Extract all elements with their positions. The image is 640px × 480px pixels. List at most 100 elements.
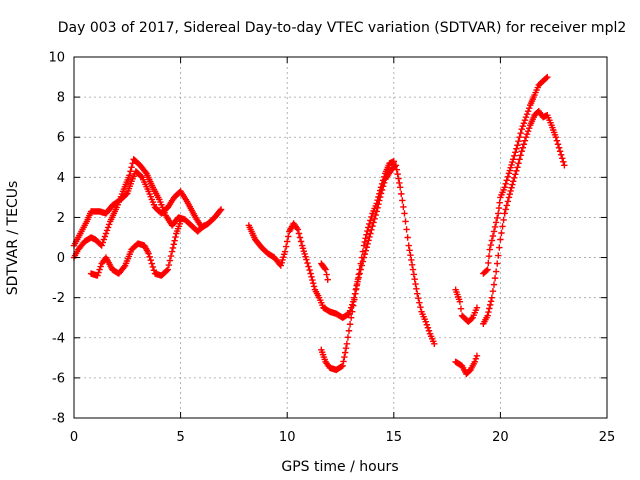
data-point-marker <box>172 233 179 241</box>
data-point-marker <box>486 246 493 253</box>
series-trace-9 <box>480 73 551 277</box>
data-point-marker <box>376 187 384 194</box>
data-point-marker <box>509 181 516 188</box>
data-point-marker <box>525 124 533 132</box>
data-point-marker <box>307 270 314 277</box>
data-point-marker <box>490 228 498 235</box>
data-point-marker <box>352 290 359 297</box>
data-point-marker <box>425 327 433 334</box>
data-point-marker <box>170 241 177 248</box>
data-point-marker <box>340 358 347 365</box>
data-point-marker <box>366 220 373 228</box>
data-point-marker <box>310 283 318 290</box>
data-point-marker <box>306 266 313 274</box>
data-point-marker <box>491 223 499 231</box>
data-point-marker <box>150 267 158 274</box>
data-point-marker <box>147 257 154 264</box>
data-point-marker <box>395 175 402 182</box>
data-point-marker <box>524 107 532 115</box>
x-tick-label: 25 <box>599 430 616 445</box>
data-point-marker <box>553 137 561 144</box>
data-point-marker <box>164 266 172 273</box>
data-point-marker <box>95 269 102 276</box>
data-point-marker <box>167 252 175 260</box>
data-point-marker <box>494 260 501 267</box>
data-point-marker <box>309 276 316 284</box>
data-point-marker <box>142 168 149 176</box>
series-trace-8 <box>452 352 481 378</box>
data-point-marker <box>543 74 550 82</box>
data-point-marker <box>357 260 364 267</box>
data-point-marker <box>517 130 524 137</box>
data-point-marker <box>515 160 522 167</box>
data-point-marker <box>513 145 520 152</box>
data-point-marker <box>560 158 567 165</box>
y-axis-label: SDTVAR / TECUs <box>5 181 21 296</box>
data-point-marker <box>505 194 513 201</box>
data-point-marker <box>359 248 367 255</box>
data-point-marker <box>321 265 328 272</box>
data-point-marker <box>126 172 133 179</box>
data-point-marker <box>166 257 174 264</box>
data-point-marker <box>353 285 360 293</box>
data-point-marker <box>468 315 475 322</box>
data-point-marker <box>401 210 408 217</box>
data-point-marker <box>495 210 502 217</box>
data-point-marker <box>424 324 432 331</box>
data-point-marker <box>102 230 110 237</box>
data-point-marker <box>499 223 506 230</box>
data-point-marker <box>364 227 371 235</box>
data-point-marker <box>503 177 510 184</box>
data-point-marker <box>556 148 564 155</box>
data-point-marker <box>392 162 400 169</box>
data-point-marker <box>492 268 500 275</box>
y-tick-label: -2 <box>52 291 65 306</box>
data-point-marker <box>491 274 499 282</box>
data-point-marker <box>177 218 184 225</box>
data-point-marker <box>163 267 171 274</box>
data-point-marker <box>473 304 481 311</box>
data-point-marker <box>502 180 509 188</box>
data-point-marker <box>200 222 208 229</box>
data-point-marker <box>344 334 352 341</box>
data-point-marker <box>400 203 407 211</box>
data-point-marker <box>341 353 348 361</box>
data-point-marker <box>169 244 177 252</box>
data-point-marker <box>394 170 401 178</box>
data-point-marker <box>498 229 505 237</box>
data-point-marker <box>521 116 529 124</box>
data-point-marker <box>149 263 157 271</box>
data-point-marker <box>365 224 372 231</box>
data-point-marker <box>555 144 563 151</box>
data-point-marker <box>398 190 405 198</box>
plot-frame <box>73 56 608 419</box>
data-point-marker <box>145 250 152 257</box>
data-point-marker <box>518 126 525 133</box>
data-point-marker <box>487 298 495 305</box>
data-point-marker <box>509 156 517 163</box>
data-point-marker <box>554 141 562 148</box>
y-tick-label: 8 <box>57 91 65 106</box>
data-point-marker <box>282 243 290 250</box>
grid <box>74 57 607 418</box>
data-point-marker <box>525 104 533 112</box>
y-tick-label: -8 <box>52 412 65 427</box>
data-point-marker <box>504 198 512 205</box>
data-point-marker <box>485 308 492 316</box>
data-point-marker <box>362 247 369 254</box>
data-point-marker <box>410 271 418 278</box>
data-point-marker <box>362 235 369 242</box>
data-point-marker <box>284 238 291 245</box>
y-tick-label: 10 <box>48 51 65 66</box>
data-point-marker <box>414 290 421 297</box>
data-point-marker <box>507 187 514 195</box>
data-point-marker <box>412 280 419 288</box>
data-point-marker <box>514 164 521 171</box>
data-point-marker <box>353 280 361 288</box>
data-point-marker <box>305 263 312 270</box>
data-point-marker <box>423 321 431 328</box>
data-point-marker <box>496 244 503 251</box>
data-point-marker <box>171 237 178 244</box>
x-tick-label: 0 <box>70 430 78 445</box>
